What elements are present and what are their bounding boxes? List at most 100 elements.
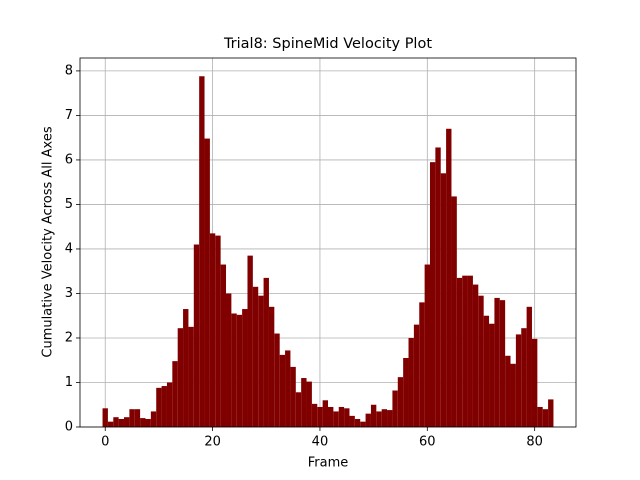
bar — [494, 297, 500, 427]
bar — [140, 418, 146, 427]
y-tick-label: 3 — [65, 286, 73, 301]
bar — [456, 277, 463, 427]
bar — [322, 400, 328, 427]
bar — [118, 418, 125, 427]
bar — [290, 366, 296, 427]
x-tick-label: 80 — [526, 435, 543, 450]
bar — [376, 411, 382, 427]
bar — [279, 354, 286, 427]
bar — [301, 378, 307, 427]
bar — [124, 417, 130, 427]
chart-title: Trial8: SpineMid Velocity Plot — [223, 36, 432, 52]
bar — [381, 409, 388, 427]
bar — [424, 264, 430, 427]
bar — [489, 323, 495, 427]
bar — [408, 337, 414, 427]
bar — [483, 315, 490, 427]
y-tick-label: 0 — [65, 420, 73, 435]
bar — [521, 328, 527, 427]
bar — [510, 363, 516, 427]
bar — [333, 411, 339, 427]
bar — [499, 300, 506, 427]
bar — [397, 377, 404, 427]
bar — [467, 275, 473, 427]
bar — [252, 286, 259, 427]
bar — [354, 418, 361, 427]
bar — [145, 418, 151, 427]
bar — [209, 233, 216, 427]
bar — [193, 244, 200, 427]
bar — [102, 408, 108, 427]
bar — [236, 314, 243, 427]
bar — [161, 386, 167, 427]
y-tick-label: 1 — [65, 375, 73, 390]
bar — [199, 76, 205, 427]
bar — [435, 147, 441, 428]
x-axis-label: Frame — [308, 456, 349, 471]
bar — [231, 313, 237, 427]
bar — [429, 162, 436, 428]
y-axis-label: Cumulative Velocity Across All Axes — [41, 126, 56, 357]
bar — [542, 409, 549, 427]
bar — [134, 409, 141, 427]
y-tick-label: 8 — [65, 63, 73, 78]
bar — [156, 387, 162, 427]
bar — [349, 415, 355, 427]
bar — [419, 302, 425, 427]
bar — [188, 326, 194, 427]
bar — [403, 358, 409, 427]
bar — [172, 361, 178, 427]
bar — [531, 338, 538, 427]
bar — [150, 411, 157, 427]
y-tick-label: 5 — [65, 197, 73, 212]
bar — [258, 295, 264, 427]
bar — [242, 309, 248, 427]
bar — [365, 413, 371, 427]
plot-frame — [79, 57, 577, 428]
bar — [548, 399, 554, 427]
bar — [295, 392, 302, 427]
bar — [451, 196, 457, 427]
bar — [226, 293, 232, 427]
bar — [107, 421, 114, 427]
bar — [344, 408, 350, 427]
x-tick-label: 0 — [101, 435, 109, 450]
bar — [220, 264, 227, 427]
bar — [462, 275, 468, 427]
bar — [317, 406, 323, 427]
bar — [370, 404, 377, 427]
bar — [537, 406, 543, 427]
bar — [129, 409, 135, 427]
y-tick-label: 4 — [65, 241, 73, 256]
bar — [440, 173, 447, 427]
bar — [338, 406, 345, 427]
bar — [478, 295, 484, 427]
bar — [446, 128, 452, 427]
bar — [247, 255, 253, 427]
y-tick-label: 6 — [65, 152, 73, 167]
bar — [204, 138, 210, 427]
bar — [515, 334, 522, 427]
bar — [505, 355, 511, 427]
x-tick-label: 60 — [419, 435, 436, 450]
bar — [328, 406, 334, 427]
bar — [526, 306, 532, 427]
bar — [472, 284, 479, 427]
bar — [311, 403, 318, 427]
bar — [413, 324, 420, 427]
bar — [392, 390, 398, 427]
bar — [285, 350, 291, 427]
bar — [274, 333, 280, 427]
y-tick-label: 7 — [65, 108, 73, 123]
bar — [113, 417, 119, 427]
bar — [360, 421, 366, 427]
x-tick-label: 20 — [204, 435, 221, 450]
y-tick-label: 2 — [65, 330, 73, 345]
bar — [387, 410, 393, 427]
bar — [177, 328, 184, 427]
x-tick-label: 40 — [312, 435, 329, 450]
bar — [268, 306, 275, 427]
bar — [263, 277, 269, 427]
bar — [306, 381, 312, 427]
